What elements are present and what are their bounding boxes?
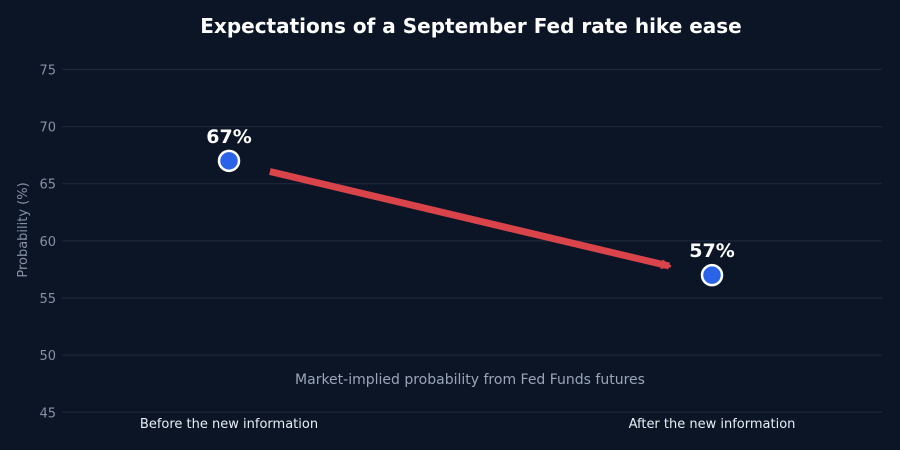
y-tick-label: 60 xyxy=(39,235,56,250)
data-label: 67% xyxy=(206,126,251,148)
y-axis-label: Probability (%) xyxy=(16,182,31,277)
y-tick-label: 75 xyxy=(39,63,56,78)
y-tick-label: 45 xyxy=(39,406,56,421)
trend-arrow xyxy=(269,168,669,270)
y-tick-label: 50 xyxy=(39,349,56,364)
x-tick-label: Before the new information xyxy=(140,417,318,432)
chart-title: Expectations of a September Fed rate hik… xyxy=(200,14,742,38)
x-tick-label: After the new information xyxy=(629,417,796,432)
data-point xyxy=(700,263,724,287)
y-tick-label: 65 xyxy=(39,178,56,193)
data-point xyxy=(217,149,241,173)
data-label: 57% xyxy=(689,240,734,262)
y-tick-label: 55 xyxy=(39,292,56,307)
y-tick-label: 70 xyxy=(39,121,56,136)
chart-annotation: Market-implied probability from Fed Fund… xyxy=(295,372,645,388)
